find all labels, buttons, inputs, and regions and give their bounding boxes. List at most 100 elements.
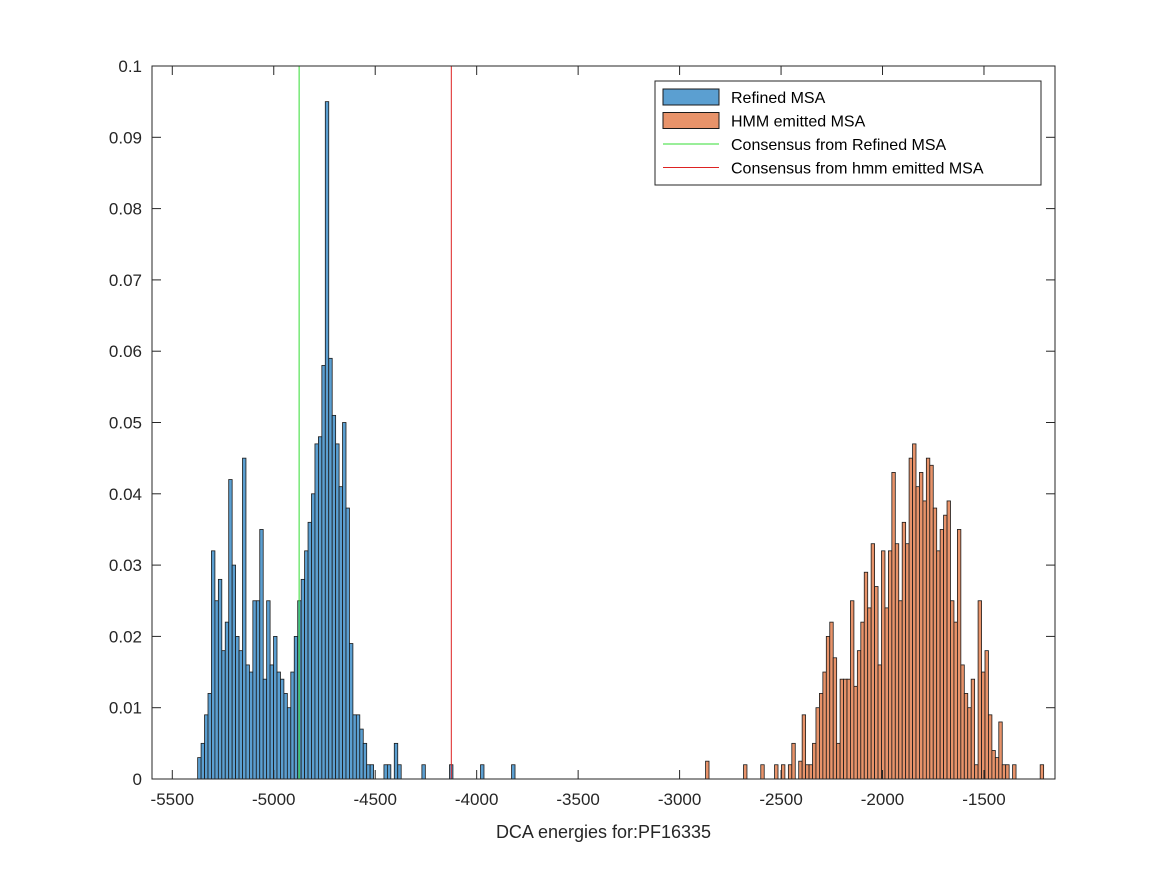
legend-label: Refined MSA — [731, 90, 826, 107]
histogram-bar — [228, 479, 233, 780]
histogram-bar — [929, 464, 934, 780]
histogram-bar — [211, 550, 216, 780]
histogram-bar — [1012, 764, 1017, 780]
x-tick-label: -3000 — [658, 790, 701, 809]
histogram-bar — [981, 671, 986, 780]
histogram-bar — [774, 764, 779, 780]
histogram-bar — [317, 436, 323, 780]
histogram-bar — [397, 764, 402, 780]
histogram-bar — [249, 671, 254, 780]
histogram-bar — [359, 728, 364, 780]
histogram-bar — [781, 764, 786, 780]
histogram-bar — [894, 543, 900, 780]
histogram-bar — [888, 550, 893, 780]
histogram-bar — [901, 521, 907, 780]
histogram-bar — [881, 550, 886, 780]
histogram-bar — [867, 607, 872, 780]
y-tick-label: 0.03 — [109, 556, 142, 575]
histogram-bar — [798, 760, 803, 780]
legend-swatch — [662, 88, 720, 106]
histogram-bar — [352, 714, 357, 780]
histogram-bar — [963, 693, 969, 780]
histogram-bar — [197, 757, 202, 780]
y-tick-label: 0.05 — [109, 414, 142, 433]
histogram-bar — [245, 664, 250, 780]
histogram-bar — [286, 707, 292, 780]
y-tick-label: 0.01 — [109, 699, 142, 718]
histogram-bar — [974, 764, 979, 780]
legend-label: HMM emitted MSA — [731, 114, 866, 131]
histogram-bar — [912, 443, 917, 780]
histogram-bar — [812, 742, 817, 780]
histogram-bar — [967, 707, 972, 780]
histogram-bar — [386, 764, 392, 780]
x-tick-label: -1500 — [962, 790, 1005, 809]
histogram-bar — [988, 714, 993, 780]
histogram-bar — [939, 529, 944, 780]
histogram-bar — [1001, 764, 1007, 780]
histogram-bar — [950, 600, 955, 780]
y-tick-label: 0 — [133, 770, 142, 789]
histogram-bar — [998, 721, 1003, 780]
legend[interactable]: Refined MSA HMM emitted MSA Consensus from… — [654, 80, 1042, 186]
histogram-bar — [984, 650, 989, 780]
y-tick-label: 0.02 — [109, 627, 142, 646]
histogram-bar — [743, 764, 748, 780]
histogram-bar — [870, 543, 876, 780]
x-axis-title: DCA energies for:PF16335 — [496, 822, 711, 842]
histogram-bar — [839, 678, 844, 780]
histogram-bar — [290, 671, 295, 780]
histogram-bar — [860, 621, 865, 780]
legend-item[interactable]: HMM emitted MSA — [662, 112, 866, 131]
histogram-bar — [273, 636, 278, 780]
legend-item[interactable]: Refined MSA — [662, 88, 826, 107]
histogram-bar — [946, 500, 951, 780]
legend-item[interactable]: Consensus from hmm emitted MSA — [663, 161, 984, 178]
histogram-bar — [331, 414, 337, 780]
x-tick-label: -5000 — [252, 790, 295, 809]
histogram-bar — [977, 600, 982, 780]
x-tick-label: -2000 — [861, 790, 904, 809]
histogram-bar — [349, 643, 354, 780]
histogram-bar — [283, 693, 288, 780]
histogram-bar — [822, 671, 827, 780]
histogram-bar — [252, 600, 257, 780]
legend-item[interactable]: Consensus from Refined MSA — [663, 137, 947, 154]
histogram-bar — [891, 472, 896, 780]
histogram-bar — [342, 422, 347, 780]
histogram-bar — [925, 457, 931, 780]
histogram-bar — [307, 521, 312, 780]
histogram-bar — [214, 600, 219, 780]
x-tick-label: -4000 — [455, 790, 498, 809]
histogram-bar — [293, 636, 299, 780]
histogram-bar — [805, 764, 810, 780]
histogram-bar — [874, 586, 879, 780]
histogram-bar — [300, 578, 305, 780]
x-tick-label: -4500 — [353, 790, 396, 809]
histogram-bar — [943, 514, 948, 780]
histogram-bar — [832, 657, 838, 780]
y-tick-label: 0.07 — [109, 271, 142, 290]
histogram-bar — [328, 357, 333, 780]
histogram-bar — [808, 764, 813, 780]
histogram-bar — [991, 750, 996, 780]
histogram-bar — [853, 685, 858, 780]
histogram-bar — [1005, 764, 1010, 780]
histogram-bar — [956, 529, 962, 780]
histogram-bar — [884, 607, 889, 780]
histogram-bar — [801, 714, 807, 780]
histogram-bar — [338, 486, 343, 780]
histogram-bar — [204, 714, 209, 780]
histogram-bar — [836, 742, 841, 780]
histogram-bar — [259, 529, 264, 780]
histogram-bar — [815, 707, 820, 780]
histogram-bar — [480, 764, 485, 780]
histogram-bar — [266, 600, 271, 780]
x-tick-label: -2500 — [759, 790, 802, 809]
histogram-bar — [224, 621, 230, 780]
ticks-layer: -5500 -5000 -4500 -4000 -3500 -3000 -2500 -2000… — [109, 57, 1055, 809]
histogram-bar — [217, 578, 223, 780]
histogram-bar — [311, 493, 316, 780]
histogram-bar — [393, 742, 399, 780]
histogram-bar — [242, 457, 247, 780]
